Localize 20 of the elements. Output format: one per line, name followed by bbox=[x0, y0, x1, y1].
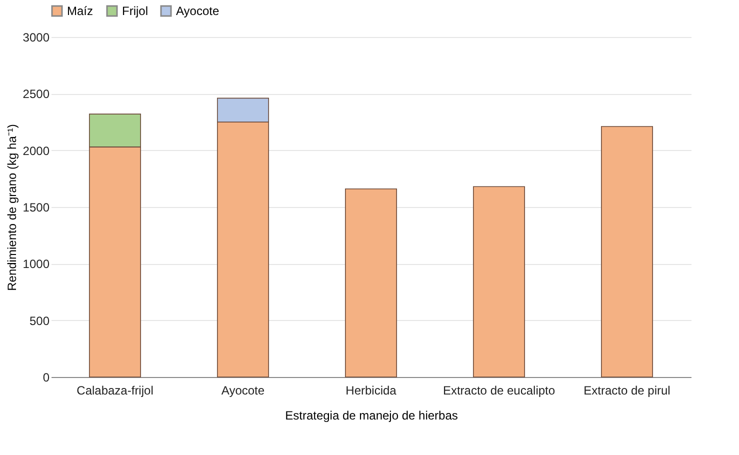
y-tick-label: 1500 bbox=[22, 200, 50, 214]
x-axis-title: Estrategia de manejo de hierbas bbox=[285, 408, 458, 422]
x-tick-label: Extracto de eucalipto bbox=[442, 384, 556, 398]
y-tick-label: 1000 bbox=[22, 257, 50, 272]
legend-label: Ayocote bbox=[176, 4, 220, 18]
bar bbox=[601, 126, 653, 378]
x-tick-label: Herbicida bbox=[346, 384, 397, 398]
y-tick-label: 0 bbox=[42, 370, 50, 384]
y-tick-label: 2500 bbox=[22, 87, 50, 102]
x-tick-label: Extracto de pirul bbox=[584, 384, 670, 398]
bar bbox=[473, 186, 525, 378]
y-tick-label: 3000 bbox=[22, 30, 50, 44]
x-tick-label: Calabaza-frijol bbox=[76, 384, 154, 398]
y-tick-label: 500 bbox=[29, 314, 50, 328]
legend-label: Frijol bbox=[122, 4, 148, 18]
x-tick-label: Ayocote bbox=[221, 384, 265, 398]
y-axis-title: Rendimiento de grano (kg ha⁻¹) bbox=[4, 124, 19, 291]
bar bbox=[345, 188, 397, 378]
y-tick-label: 2000 bbox=[22, 144, 50, 158]
legend-label: Maíz bbox=[67, 4, 94, 18]
